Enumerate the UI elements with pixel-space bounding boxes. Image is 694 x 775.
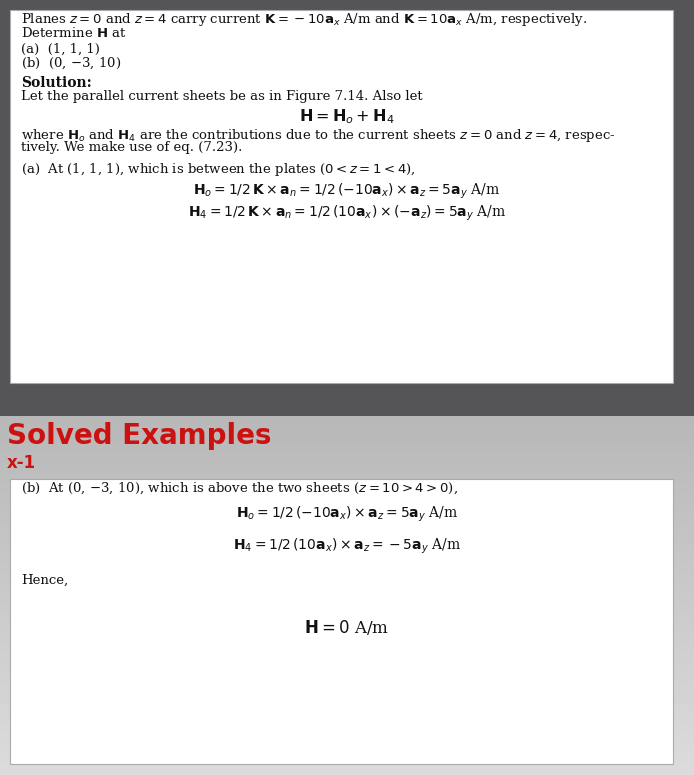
Text: Hence,: Hence, <box>21 574 68 587</box>
Text: $\mathbf{H} = 0$ A/m: $\mathbf{H} = 0$ A/m <box>305 618 389 637</box>
FancyBboxPatch shape <box>10 479 673 764</box>
Text: (b)  At (0, $-$3, 10), which is above the two sheets ($z = 10 > 4 > 0$),: (b) At (0, $-$3, 10), which is above the… <box>21 480 458 496</box>
Text: Planes $z = 0$ and $z = 4$ carry current $\mathbf{K} = -10\mathbf{a}_x$ A/m and : Planes $z = 0$ and $z = 4$ carry current… <box>21 11 587 28</box>
FancyBboxPatch shape <box>10 10 673 384</box>
Text: (a)  At (1, 1, 1), which is between the plates ($0 < z = 1 < 4$),: (a) At (1, 1, 1), which is between the p… <box>21 161 416 178</box>
Text: tively. We make use of eq. (7.23).: tively. We make use of eq. (7.23). <box>21 141 242 154</box>
Text: Solved Examples: Solved Examples <box>7 422 271 449</box>
Text: $\mathbf{H}_o = 1/2\, \mathbf{K} \times \mathbf{a}_n = 1/2\,(-10\mathbf{a}_x) \t: $\mathbf{H}_o = 1/2\, \mathbf{K} \times … <box>193 182 501 202</box>
Text: x-1: x-1 <box>7 454 36 472</box>
Text: Let the parallel current sheets be as in Figure 7.14. Also let: Let the parallel current sheets be as in… <box>21 90 423 103</box>
Text: $\mathbf{H}_o = 1/2\,(-10\mathbf{a}_x) \times \mathbf{a}_z = 5\mathbf{a}_y$ A/m: $\mathbf{H}_o = 1/2\,(-10\mathbf{a}_x) \… <box>236 505 458 525</box>
Text: Solution:: Solution: <box>21 76 92 90</box>
Text: $\mathbf{H}_4 = 1/2\, \mathbf{K} \times \mathbf{a}_n = 1/2\,(10\mathbf{a}_x) \ti: $\mathbf{H}_4 = 1/2\, \mathbf{K} \times … <box>188 204 506 223</box>
Text: $\mathbf{H} = \mathbf{H}_o + \mathbf{H}_4$: $\mathbf{H} = \mathbf{H}_o + \mathbf{H}_… <box>299 108 395 126</box>
Text: Determine $\mathbf{H}$ at: Determine $\mathbf{H}$ at <box>21 26 126 40</box>
Text: (b)  (0, $-$3, 10): (b) (0, $-$3, 10) <box>21 55 121 71</box>
Text: $\mathbf{H}_4 = 1/2\,(10\mathbf{a}_x) \times \mathbf{a}_z = -5\mathbf{a}_y$ A/m: $\mathbf{H}_4 = 1/2\,(10\mathbf{a}_x) \t… <box>233 536 461 556</box>
Text: (a)  (1, 1, 1): (a) (1, 1, 1) <box>21 43 100 55</box>
Text: where $\mathbf{H}_o$ and $\mathbf{H}_4$ are the contributions due to the current: where $\mathbf{H}_o$ and $\mathbf{H}_4$ … <box>21 127 616 144</box>
